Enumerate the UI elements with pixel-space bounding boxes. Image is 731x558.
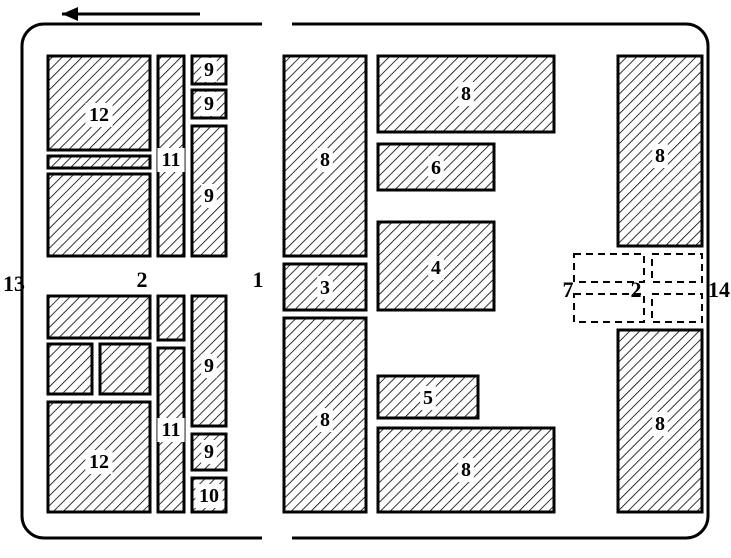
label-10: 10 [199, 486, 219, 506]
floor-plan-diagram: 121199912119910838864588812271314 [0, 0, 731, 558]
label-9: 9 [204, 60, 214, 80]
label-5: 5 [423, 388, 433, 408]
label-14: 14 [708, 279, 730, 301]
label-8: 8 [655, 146, 665, 166]
label-8: 8 [320, 150, 330, 170]
label-6: 6 [431, 158, 441, 178]
label-2: 2 [137, 269, 148, 291]
label-8: 8 [655, 414, 665, 434]
label-3: 3 [320, 278, 330, 298]
label-11: 11 [162, 150, 181, 170]
label-9: 9 [204, 186, 214, 206]
label-4: 4 [431, 258, 441, 278]
label-7: 7 [563, 279, 574, 301]
label-12: 12 [89, 105, 109, 125]
label-11: 11 [162, 420, 181, 440]
label-9: 9 [204, 356, 214, 376]
label-13: 13 [3, 273, 25, 295]
label-9: 9 [204, 94, 214, 114]
label-8: 8 [461, 84, 471, 104]
label-12: 12 [89, 452, 109, 472]
diagram-svg [0, 0, 731, 558]
label-2: 2 [631, 279, 642, 301]
label-1: 1 [253, 269, 264, 291]
label-8: 8 [320, 410, 330, 430]
direction-arrow [62, 7, 200, 21]
label-9: 9 [204, 442, 214, 462]
label-8: 8 [461, 460, 471, 480]
